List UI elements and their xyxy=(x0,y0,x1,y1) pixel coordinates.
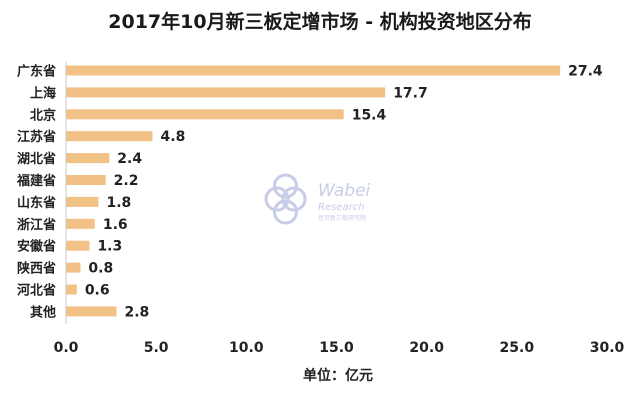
bar-4 xyxy=(66,153,110,164)
value-label-11: 2.8 xyxy=(124,304,149,320)
bar-11 xyxy=(66,306,117,317)
category-label-10: 河北省 xyxy=(17,283,56,299)
value-label-6: 1.8 xyxy=(106,195,131,211)
bar-1 xyxy=(66,87,386,98)
category-label-7: 浙江省 xyxy=(17,217,56,233)
category-label-0: 广东省 xyxy=(17,64,56,80)
watermark-logo-icon xyxy=(264,173,307,225)
x-tick-label-0: 0.0 xyxy=(54,340,79,356)
value-label-0: 27.4 xyxy=(568,64,603,80)
x-axis-label: 单位：亿元 xyxy=(303,367,373,384)
x-tick-label-1: 5.0 xyxy=(144,340,169,356)
category-label-8: 安徽省 xyxy=(17,239,56,255)
value-label-10: 0.6 xyxy=(85,283,110,299)
value-label-2: 15.4 xyxy=(352,107,387,123)
watermark-tagline: 挖贝新三板研究院 xyxy=(318,214,366,222)
category-label-4: 湖北省 xyxy=(17,151,56,167)
x-tick-label-2: 10.0 xyxy=(229,340,264,356)
bar-7 xyxy=(66,218,95,229)
bar-0 xyxy=(66,65,561,76)
value-label-4: 2.4 xyxy=(117,151,142,167)
value-label-3: 4.8 xyxy=(161,129,186,145)
category-label-3: 江苏省 xyxy=(17,129,56,145)
watermark-sub: Research xyxy=(318,202,365,213)
value-label-5: 2.2 xyxy=(114,173,139,189)
bar-9 xyxy=(66,262,81,273)
bars-group xyxy=(66,65,561,317)
bar-5 xyxy=(66,175,106,185)
chart-title: 2017年10月新三板定增市场 - 机构投资地区分布 xyxy=(108,10,531,33)
x-tick-label-6: 30.0 xyxy=(590,340,625,356)
value-label-1: 17.7 xyxy=(393,85,428,101)
x-tick-label-3: 15.0 xyxy=(319,340,354,356)
category-label-11: 其他 xyxy=(30,304,56,320)
value-label-7: 1.6 xyxy=(103,217,128,233)
category-label-5: 福建省 xyxy=(16,173,56,189)
value-labels: 27.4 17.7 15.4 4.8 2.4 2.2 1.8 1.6 1.3 0.8 0.6 2.8 xyxy=(85,64,603,321)
x-tick-labels: 0.0 5.0 10.0 15.0 20.0 25.0 30.0 xyxy=(54,340,625,356)
x-tick-label-5: 25.0 xyxy=(500,340,535,356)
bar-2 xyxy=(66,109,344,120)
bar-8 xyxy=(66,240,90,251)
watermark: Wabei Research 挖贝新三板研究院 xyxy=(264,173,371,225)
category-label-1: 上海 xyxy=(30,85,56,101)
value-label-8: 1.3 xyxy=(97,239,122,255)
bar-3 xyxy=(66,131,153,142)
category-label-2: 北京 xyxy=(30,107,56,123)
category-label-9: 陕西省 xyxy=(17,261,56,277)
category-label-6: 山东省 xyxy=(17,195,56,211)
bar-6 xyxy=(66,196,99,207)
value-label-9: 0.8 xyxy=(88,261,113,277)
x-tick-label-4: 20.0 xyxy=(409,340,444,356)
bar-10 xyxy=(66,284,77,295)
watermark-name: Wabei xyxy=(318,181,371,201)
